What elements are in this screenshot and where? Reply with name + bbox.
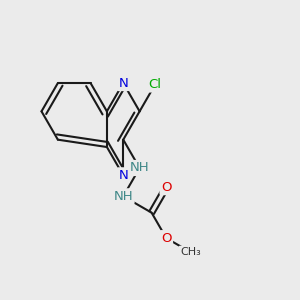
- Text: Cl: Cl: [148, 78, 162, 91]
- Text: CH₃: CH₃: [180, 247, 201, 257]
- Text: O: O: [161, 181, 172, 194]
- Text: N: N: [118, 76, 128, 89]
- Text: NH: NH: [113, 190, 133, 203]
- Text: NH: NH: [130, 161, 149, 175]
- Text: O: O: [161, 232, 172, 244]
- Text: N: N: [118, 169, 128, 182]
